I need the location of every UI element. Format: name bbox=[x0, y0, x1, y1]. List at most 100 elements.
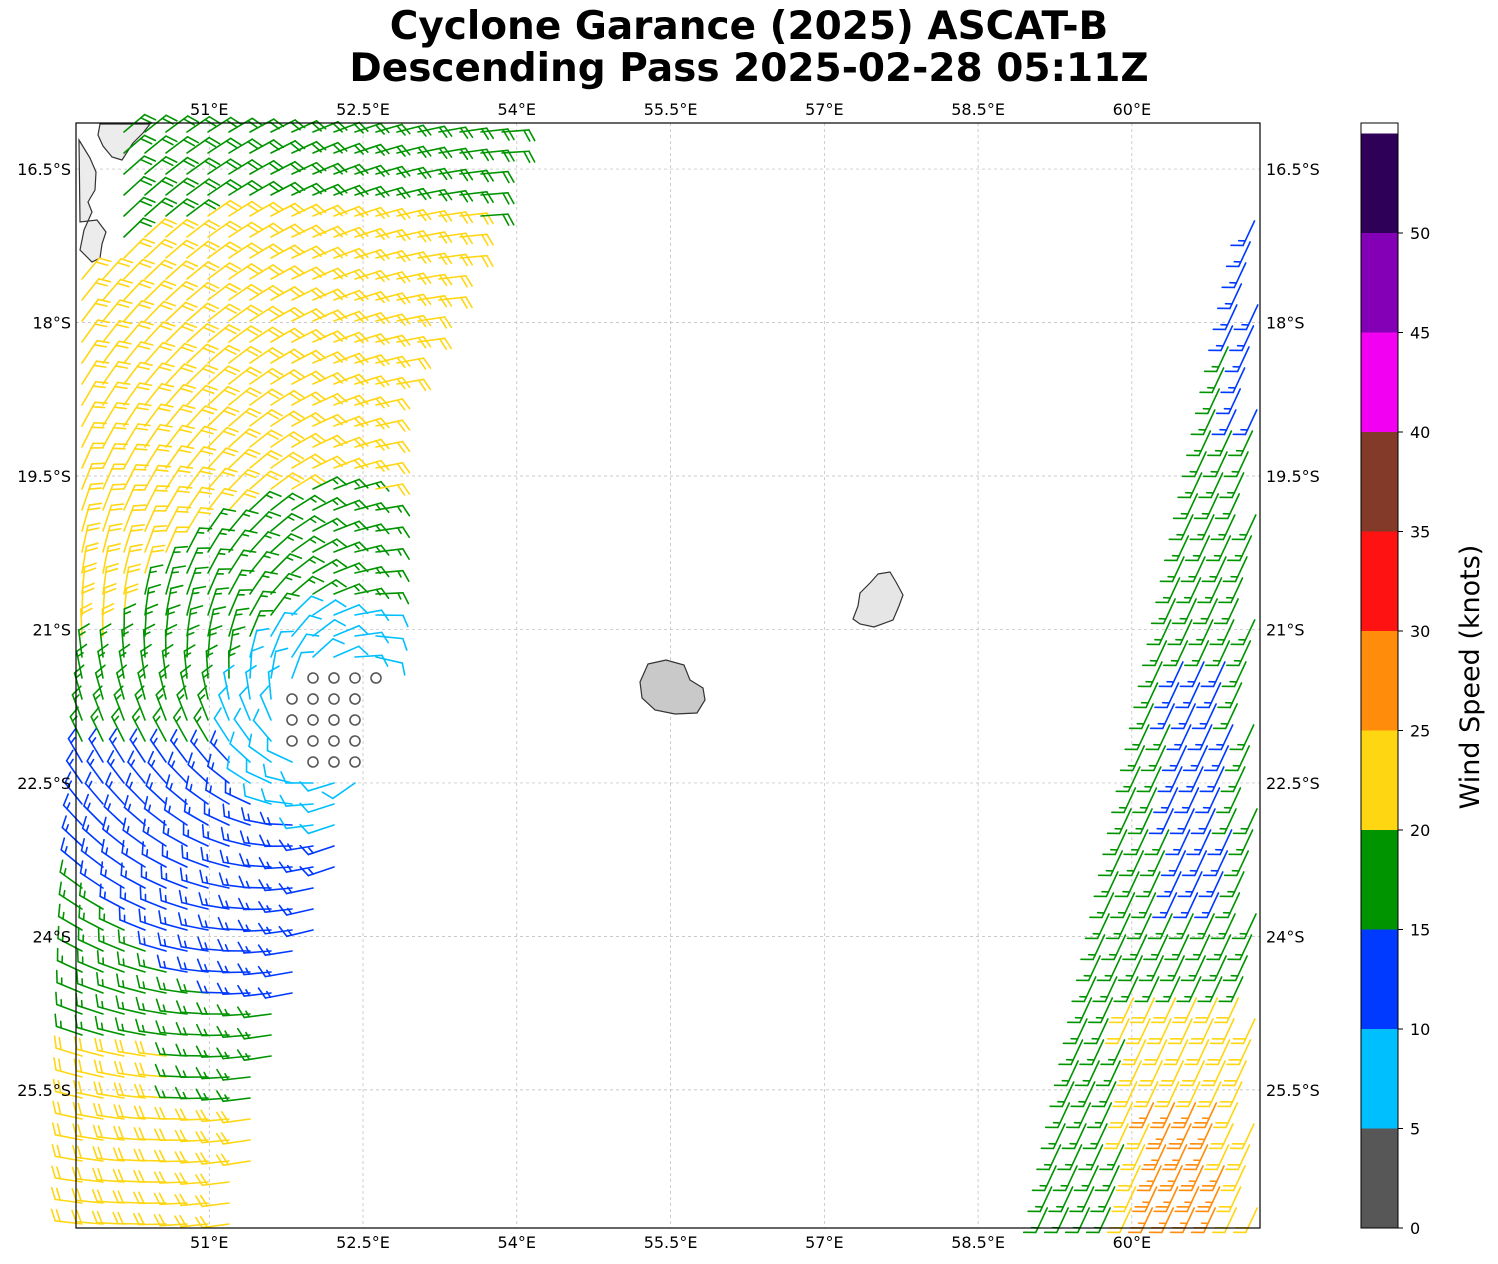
wind-barb bbox=[417, 210, 453, 223]
wind-barb bbox=[354, 631, 389, 644]
wind-barb bbox=[249, 264, 284, 280]
wind-barb bbox=[183, 644, 196, 679]
wind-barb bbox=[1150, 1102, 1176, 1129]
wind-barb bbox=[354, 480, 390, 492]
wind-barb bbox=[270, 572, 302, 595]
wind-barb bbox=[55, 969, 83, 994]
wind-barb bbox=[1171, 1102, 1197, 1129]
wind-barb bbox=[237, 963, 272, 976]
wind-barb bbox=[286, 735, 298, 747]
wind-barb bbox=[102, 503, 125, 532]
wind-barb bbox=[1222, 556, 1248, 583]
wind-barb bbox=[186, 199, 221, 217]
wind-barb bbox=[1224, 745, 1250, 772]
wind-barb bbox=[144, 156, 178, 175]
wind-barb bbox=[195, 1088, 230, 1101]
wind-barb bbox=[1158, 661, 1184, 688]
wind-barb bbox=[76, 948, 104, 973]
wind-barb bbox=[1101, 934, 1127, 961]
wind-barb bbox=[169, 729, 188, 763]
wind-barb bbox=[1129, 1102, 1155, 1129]
wind-barb bbox=[139, 886, 167, 910]
wind-barb bbox=[1150, 598, 1176, 625]
wind-barb bbox=[207, 447, 239, 469]
lon-tick-label-bottom: 54°E bbox=[498, 1233, 536, 1252]
wind-barb bbox=[1147, 913, 1173, 940]
wind-barb bbox=[1168, 514, 1194, 541]
wind-barb bbox=[1172, 493, 1198, 520]
wind-barb bbox=[228, 407, 262, 427]
wind-barb bbox=[102, 278, 133, 301]
wind-barb bbox=[226, 755, 251, 784]
wind-barb bbox=[123, 543, 144, 574]
lat-tick-label-left: 21°S bbox=[32, 620, 71, 639]
wind-barb bbox=[102, 402, 130, 427]
lon-tick-label-bottom: 55.5°E bbox=[644, 1233, 698, 1252]
wind-barb bbox=[164, 624, 178, 658]
wind-barb bbox=[1124, 724, 1150, 751]
wind-barb bbox=[165, 363, 197, 385]
wind-barb bbox=[333, 415, 369, 428]
wind-barb bbox=[196, 980, 230, 994]
wind-barb bbox=[375, 355, 411, 369]
wind-barb bbox=[1121, 1039, 1147, 1066]
wind-barb bbox=[95, 993, 125, 1015]
wind-barb bbox=[113, 685, 125, 721]
wind-barb bbox=[1110, 892, 1136, 919]
wind-barb bbox=[207, 528, 236, 553]
wind-barb bbox=[81, 502, 103, 532]
wind-barb bbox=[1127, 1207, 1153, 1234]
wind-barb bbox=[270, 451, 305, 469]
wind-barb bbox=[1022, 1207, 1048, 1234]
wind-barb bbox=[354, 248, 390, 262]
wind-barb bbox=[396, 293, 432, 306]
wind-barb bbox=[1200, 661, 1226, 688]
wind-barb bbox=[121, 623, 134, 658]
wind-barb bbox=[165, 445, 195, 469]
wind-barb bbox=[220, 826, 251, 847]
wind-barb bbox=[1124, 1123, 1150, 1150]
wind-barb bbox=[154, 1085, 188, 1099]
wind-barb bbox=[207, 467, 238, 490]
wind-barb bbox=[333, 142, 369, 155]
wind-barb bbox=[1178, 766, 1204, 793]
wind-barb bbox=[1102, 829, 1128, 856]
wind-barb bbox=[438, 168, 474, 182]
wind-barb bbox=[209, 730, 230, 763]
wind-barb bbox=[249, 490, 282, 511]
wind-barb bbox=[207, 262, 242, 280]
wind-barb bbox=[155, 685, 167, 721]
wind-barb bbox=[207, 158, 242, 175]
wind-barb bbox=[1187, 1123, 1213, 1150]
wind-barb bbox=[1230, 1018, 1256, 1045]
wind-barb bbox=[165, 506, 192, 532]
wind-barb bbox=[207, 548, 234, 574]
wind-barb bbox=[175, 1065, 209, 1078]
wind-barb bbox=[1218, 577, 1244, 604]
colorbar: 0 5 10 15 20 25 30 35 40 45 50 bbox=[1360, 122, 1430, 1238]
wind-barb bbox=[375, 548, 410, 560]
wind-barb bbox=[236, 1027, 272, 1040]
wind-barb bbox=[51, 1165, 83, 1183]
wind-barb bbox=[134, 685, 146, 721]
wind-barb bbox=[144, 485, 171, 511]
wind-barb bbox=[97, 927, 125, 952]
colorbar-bin-30-35 bbox=[1361, 531, 1398, 631]
map-frame bbox=[75, 122, 1261, 1229]
wind-barb bbox=[1136, 1165, 1162, 1192]
wind-barb bbox=[375, 207, 411, 221]
wind-barb bbox=[1193, 493, 1219, 520]
wind-barb bbox=[375, 165, 411, 178]
wind-barb bbox=[349, 672, 361, 684]
wind-barb bbox=[135, 1018, 167, 1036]
wind-barb bbox=[333, 268, 369, 281]
wind-barb bbox=[354, 354, 390, 367]
wind-barb bbox=[193, 707, 209, 742]
colorbar-tick-label: 0 bbox=[1410, 1219, 1420, 1238]
wind-barb bbox=[1163, 1039, 1189, 1066]
wind-barb bbox=[156, 976, 188, 994]
wind-barb bbox=[216, 960, 251, 974]
wind-barb bbox=[299, 866, 335, 877]
lon-tick-label-bottom: 60°E bbox=[1113, 1233, 1151, 1252]
